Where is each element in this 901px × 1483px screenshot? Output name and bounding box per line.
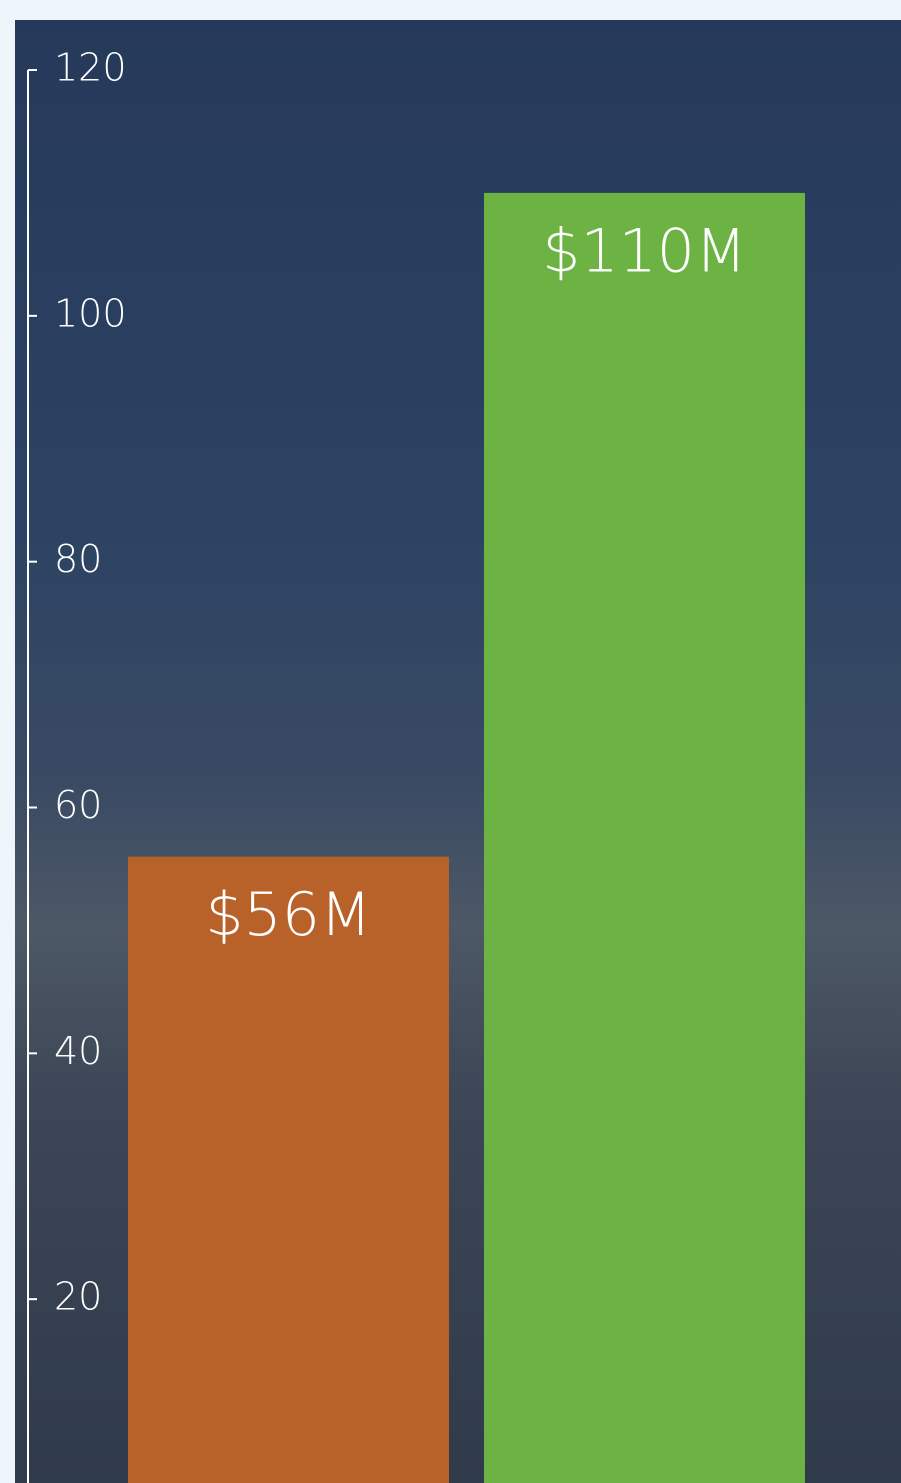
y-tick-label: 80 <box>54 537 102 581</box>
y-tick-label: 40 <box>54 1029 102 1073</box>
y-tick-label: 60 <box>54 783 102 827</box>
bar <box>484 192 805 1483</box>
y-tick-label: 100 <box>54 291 127 335</box>
bar-value-label: $56M <box>205 880 371 950</box>
bar-value-label: $110M <box>542 216 746 286</box>
bar <box>128 856 449 1483</box>
y-tick-label: 20 <box>54 1275 102 1319</box>
y-tick-label: 120 <box>54 46 127 90</box>
